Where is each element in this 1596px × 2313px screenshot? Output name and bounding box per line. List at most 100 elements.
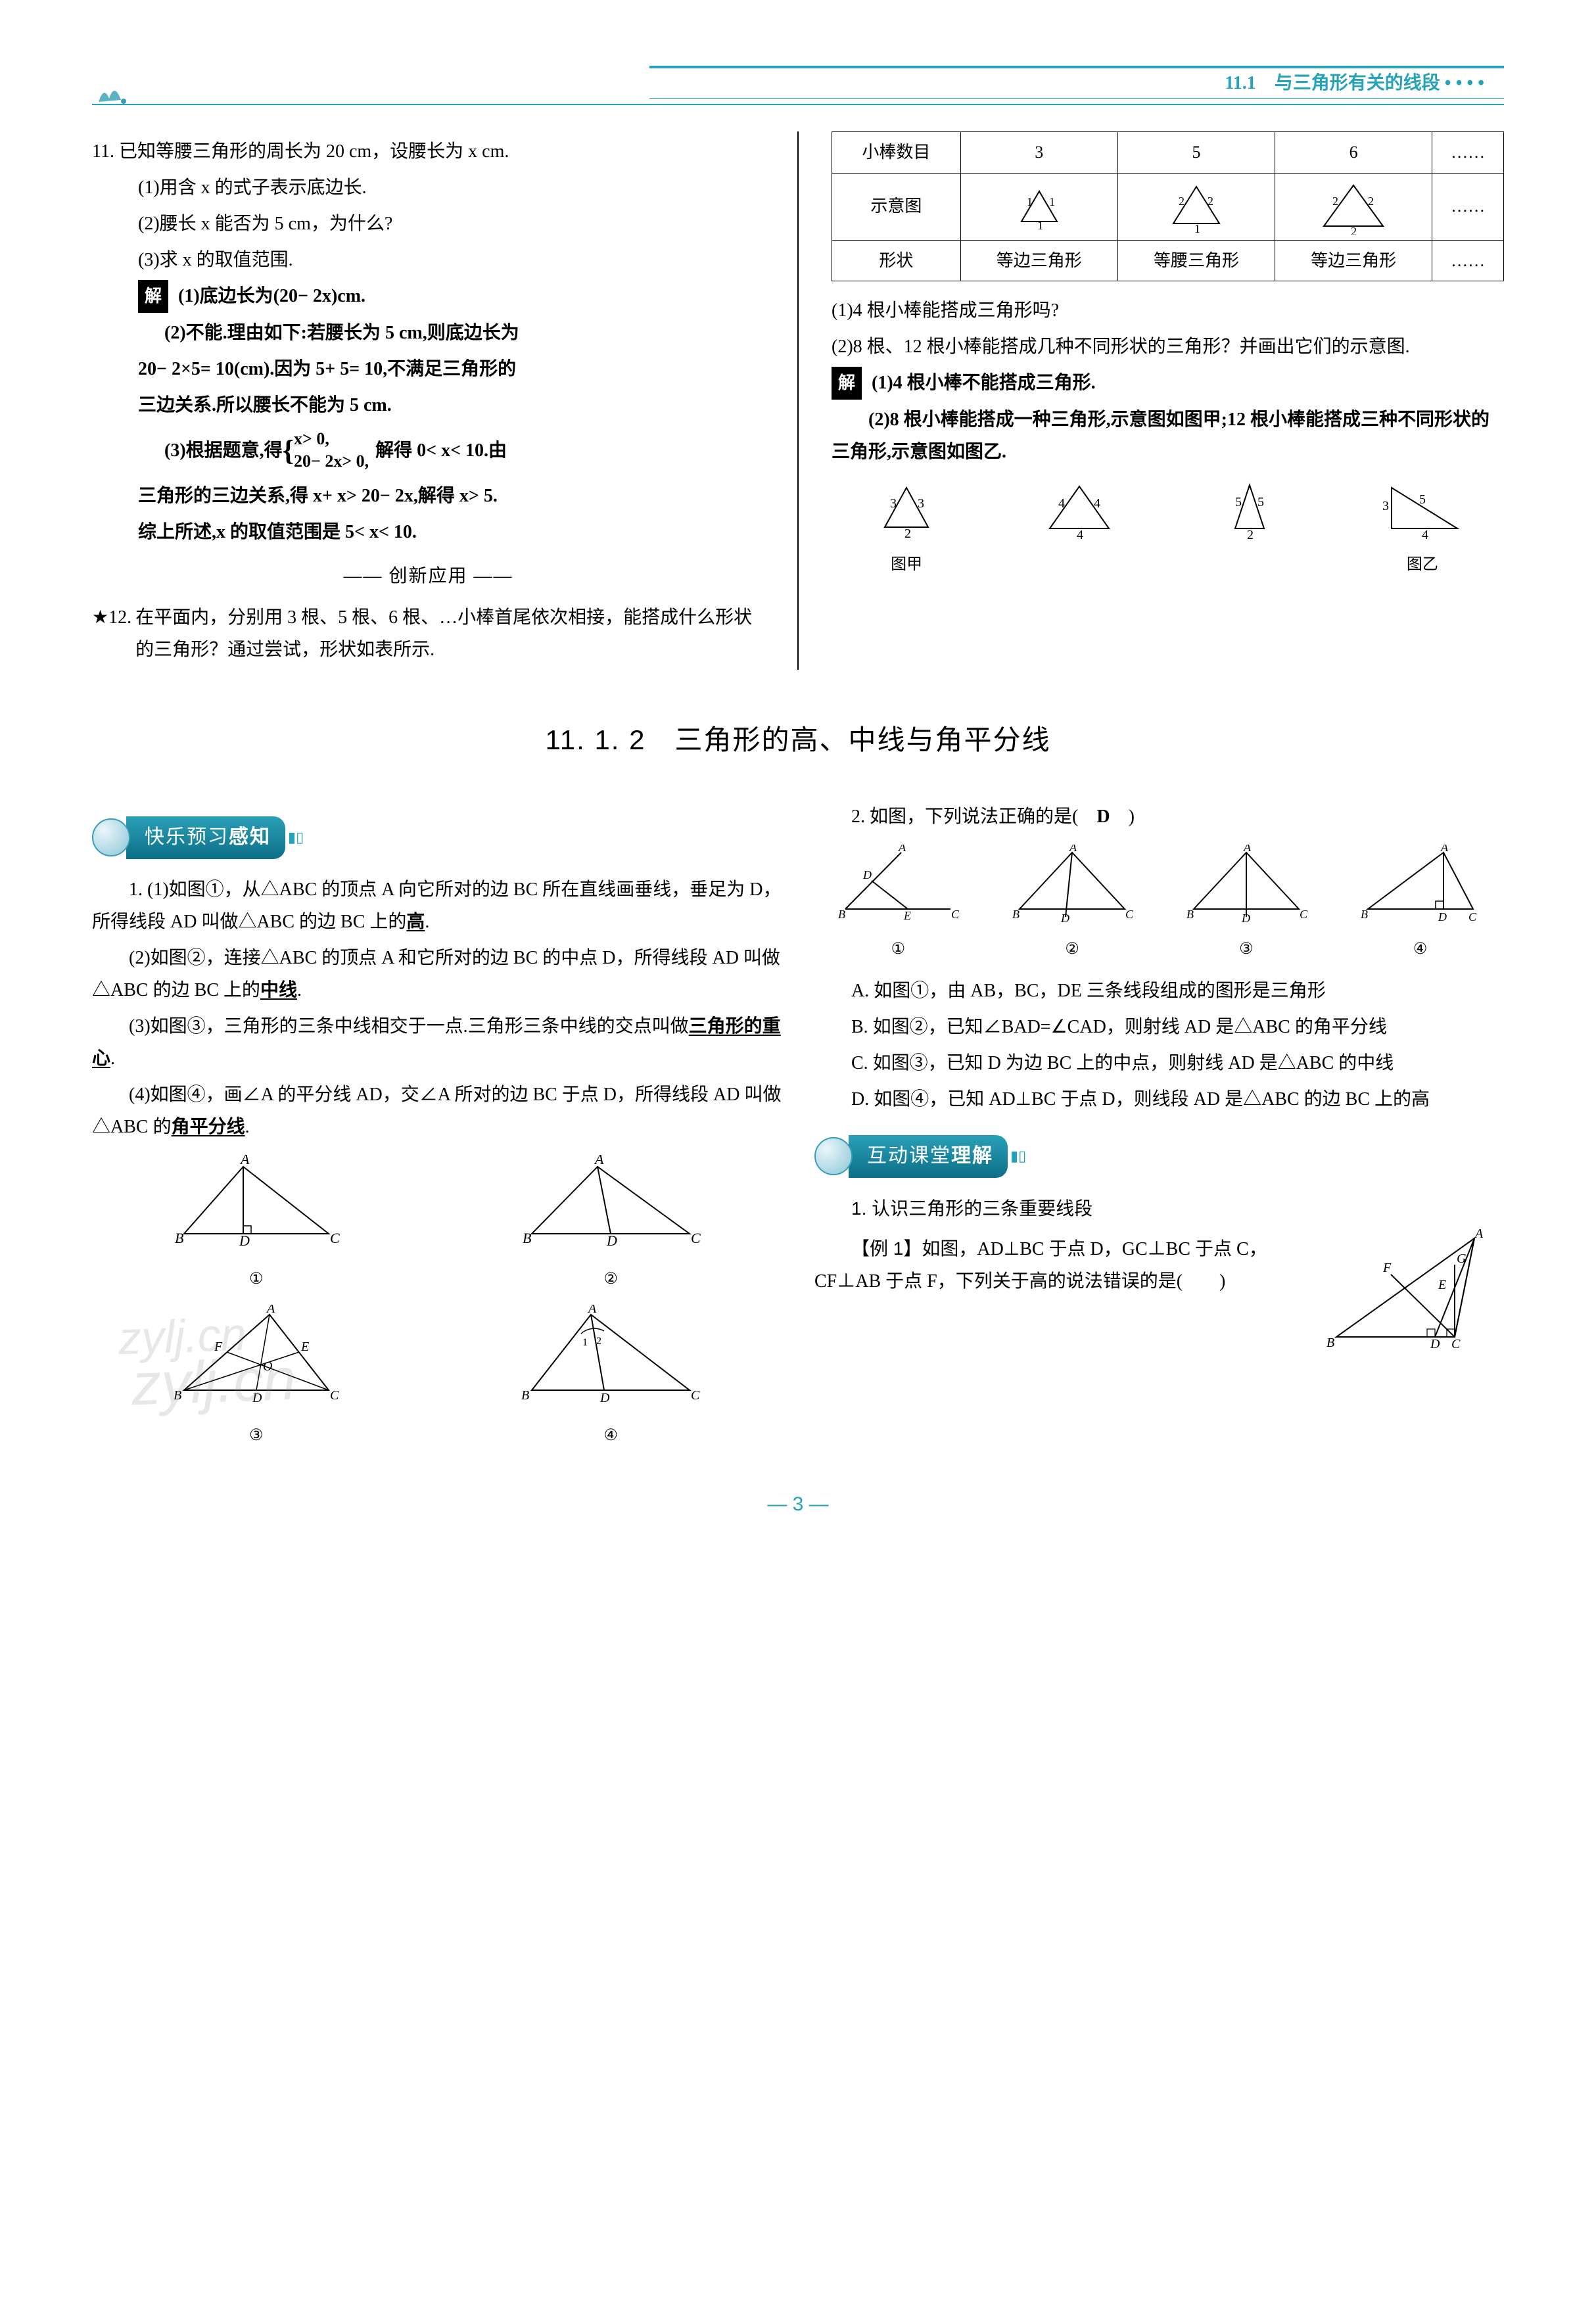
q11-sys2: 20− 2x> 0, bbox=[294, 450, 369, 473]
svg-text:2: 2 bbox=[1208, 195, 1213, 208]
cell: 等边三角形 bbox=[1275, 240, 1432, 281]
svg-text:2: 2 bbox=[904, 526, 911, 539]
svg-text:B: B bbox=[1012, 908, 1020, 921]
fig-3: A B C D E F O ③ bbox=[171, 1305, 342, 1449]
fig3-label: ③ bbox=[171, 1422, 342, 1449]
svg-text:A: A bbox=[1474, 1228, 1484, 1241]
fig-yi1: 4 4 4 bbox=[1040, 480, 1119, 578]
q2-fig4-label: ④ bbox=[1358, 935, 1483, 963]
svg-text:3: 3 bbox=[890, 496, 897, 511]
svg-text:C: C bbox=[1468, 910, 1477, 923]
svg-text:1: 1 bbox=[1049, 195, 1055, 208]
pill-text-a: 快乐预习 bbox=[145, 826, 229, 848]
triangle-icon: 4 4 4 bbox=[1040, 480, 1119, 539]
triangle-bisector-icon: 1 2 A B D C bbox=[519, 1305, 703, 1410]
opt-a: A. 如图①，由 AB，BC，DE 三条线段组成的图形是三角形 bbox=[814, 975, 1504, 1007]
pill-icon bbox=[814, 1137, 853, 1175]
svg-text:3: 3 bbox=[918, 496, 924, 511]
svg-text:1: 1 bbox=[1027, 195, 1033, 208]
svg-text:B: B bbox=[838, 908, 845, 921]
sticks-table: 小棒数目 3 5 6 …… 示意图 1 1 1 bbox=[832, 131, 1504, 281]
triangle-icon: A B D C bbox=[1184, 845, 1309, 923]
table-row: 形状 等边三角形 等腰三角形 等边三角形 …… bbox=[832, 240, 1504, 281]
pill2-text-a: 互动课堂 bbox=[867, 1145, 951, 1167]
table-row: 示意图 1 1 1 2 2 1 bbox=[832, 173, 1504, 240]
example1-figure-icon: A B C D F G E bbox=[1320, 1228, 1504, 1353]
svg-text:D: D bbox=[862, 868, 872, 881]
header-ornament-icon bbox=[92, 79, 131, 105]
cell: 5 bbox=[1117, 132, 1275, 174]
q12-ans1: 解 (1)4 根小棒不能搭成三角形. bbox=[832, 367, 1504, 400]
row1-label: 小棒数目 bbox=[832, 132, 961, 174]
bottom-right-column: 2. 如图，下列说法正确的是( D ) A D B E C ① bbox=[814, 797, 1504, 1461]
q2-stem: 2. 如图，下列说法正确的是( D ) bbox=[814, 801, 1504, 833]
q11-sys1: x> 0, bbox=[294, 428, 369, 450]
svg-text:1: 1 bbox=[1037, 219, 1043, 229]
svg-text:B: B bbox=[1326, 1336, 1334, 1350]
opt-b: B. 如图②，已知∠BAD=∠CAD，则射线 AD 是△ABC 的角平分线 bbox=[814, 1011, 1504, 1043]
q12-ans1-text: (1)4 根小棒不能搭成三角形. bbox=[872, 373, 1096, 393]
fig-jia-label: 图甲 bbox=[870, 551, 943, 578]
breadcrumb-text: 11.1 与三角形有关的线段 • • • • bbox=[1225, 67, 1484, 99]
q2-figures: A D B E C ① A B D C ② bbox=[814, 845, 1504, 963]
p2a: (2)如图②，连接△ABC 的顶点 A 和它所对的边 BC 的中点 D，所得线段… bbox=[92, 948, 780, 1000]
q2-fig4: A B D C ④ bbox=[1358, 845, 1483, 963]
header-rule bbox=[92, 104, 1504, 105]
triangle-icon: 5 5 2 bbox=[1217, 480, 1282, 539]
svg-text:A: A bbox=[898, 845, 906, 854]
svg-text:B: B bbox=[523, 1230, 531, 1246]
p4a-blank: 角平分线 bbox=[172, 1117, 245, 1137]
pill-interactive: 互动课堂理解 ▮▯ bbox=[814, 1135, 1504, 1178]
pill-trail-icon: ▮▯ bbox=[288, 825, 304, 851]
q12-sub1: (1)4 根小棒能搭成三角形吗? bbox=[832, 294, 1504, 327]
svg-text:3: 3 bbox=[1382, 499, 1389, 513]
svg-text:D: D bbox=[599, 1391, 610, 1405]
cell: 等腰三角形 bbox=[1117, 240, 1275, 281]
svg-text:B: B bbox=[1361, 908, 1368, 921]
example1-block: 【例 1】如图，AD⊥BC 于点 D，GC⊥BC 于点 C，CF⊥AB 于点 F… bbox=[814, 1228, 1504, 1353]
q11-ans1: 解 (1)底边长为(20− 2x)cm. bbox=[138, 280, 764, 313]
triangle-icon: A D B E C bbox=[835, 845, 960, 923]
q11-ans3a: (3)根据题意,得 bbox=[164, 434, 283, 467]
q11-part1: (1)用含 x 的式子表示底边长. bbox=[138, 172, 764, 204]
q12-ans2: (2)8 根小棒能搭成一种三角形,示意图如图甲;12 根小棒能搭成三种不同形状的… bbox=[832, 404, 1504, 468]
triangle-icon: 2 2 2 bbox=[1314, 179, 1393, 235]
cell: 等边三角形 bbox=[960, 240, 1117, 281]
svg-text:1: 1 bbox=[1194, 222, 1200, 233]
p1a: 1. (1)如图①，从△ABC 的顶点 A 向它所对的边 BC 所在直线画垂线，… bbox=[92, 879, 781, 932]
fig4-label: ④ bbox=[519, 1422, 703, 1449]
svg-text:4: 4 bbox=[1058, 496, 1065, 511]
q12-sub2: (2)8 根、12 根小棒能搭成几种不同形状的三角形？并画出它们的示意图. bbox=[832, 331, 1504, 363]
p1a-blank: 高 bbox=[406, 912, 425, 932]
svg-text:F: F bbox=[1382, 1261, 1392, 1275]
svg-text:B: B bbox=[1186, 908, 1194, 921]
svg-text:5: 5 bbox=[1235, 495, 1242, 509]
triangle-icon: A B D C bbox=[1010, 845, 1135, 923]
q11-ans3c: 三角形的三边关系,得 x+ x> 20− 2x,解得 x> 5. bbox=[138, 480, 764, 512]
q12: ★12. 在平面内，分别用 3 根、5 根、6 根、…小棒首尾依次相接，能搭成什… bbox=[92, 601, 764, 666]
q11-ans3d: 综上所述,x 的取值范围是 5< x< 10. bbox=[138, 516, 764, 548]
section-title: 11. 1. 2 三角形的高、中线与角平分线 bbox=[92, 716, 1504, 764]
svg-text:D: D bbox=[1241, 912, 1250, 923]
svg-text:C: C bbox=[1125, 908, 1134, 921]
opt-c: C. 如图③，已知 D 为边 BC 上的中点，则射线 AD 是△ABC 的中线 bbox=[814, 1047, 1504, 1079]
p3a-tail: . bbox=[110, 1048, 115, 1069]
cell: …… bbox=[1432, 173, 1504, 240]
pill-icon bbox=[92, 818, 130, 856]
top-right-column: 小棒数目 3 5 6 …… 示意图 1 1 1 bbox=[832, 131, 1504, 670]
svg-text:A: A bbox=[587, 1305, 597, 1316]
triangle-centroid-icon: A B C D E F O bbox=[171, 1305, 342, 1410]
fig-4: 1 2 A B D C ④ bbox=[519, 1305, 703, 1449]
svg-text:D: D bbox=[1060, 912, 1069, 923]
answer-label: 解 bbox=[138, 280, 168, 313]
pill-body: 快乐预习感知 bbox=[126, 816, 285, 859]
triangle-altitude-icon: A B D C bbox=[171, 1155, 342, 1253]
svg-text:C: C bbox=[951, 908, 960, 921]
preview-1-2: (2)如图②，连接△ABC 的顶点 A 和它所对的边 BC 的中点 D，所得线段… bbox=[92, 942, 782, 1006]
svg-text:5: 5 bbox=[1257, 495, 1264, 509]
p1a-tail: . bbox=[425, 912, 429, 932]
column-divider bbox=[797, 131, 799, 670]
svg-text:E: E bbox=[903, 909, 911, 922]
svg-text:2: 2 bbox=[1247, 528, 1254, 539]
bottom-left-column: 快乐预习感知 ▮▯ 1. (1)如图①，从△ABC 的顶点 A 向它所对的边 B… bbox=[92, 797, 782, 1461]
